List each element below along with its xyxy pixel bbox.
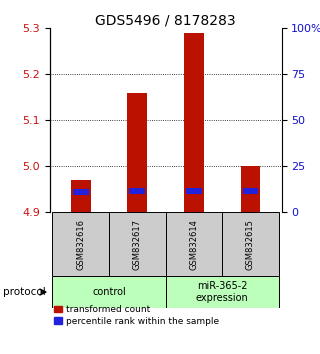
Text: GSM832616: GSM832616 [76, 219, 85, 270]
Bar [73, 189, 89, 195]
Bar [186, 188, 202, 194]
Legend: transformed count, percentile rank within the sample: transformed count, percentile rank withi… [54, 306, 219, 326]
Bar [222, 212, 279, 276]
Bar [109, 212, 166, 276]
Bar [52, 212, 109, 276]
Text: miR-365-2
expression: miR-365-2 expression [196, 281, 249, 303]
Text: GSM832617: GSM832617 [133, 219, 142, 270]
Title: GDS5496 / 8178283: GDS5496 / 8178283 [95, 13, 236, 27]
Bar [71, 180, 91, 212]
Bar [243, 188, 259, 194]
Bar [241, 166, 260, 212]
Bar [127, 93, 147, 212]
Bar [184, 33, 204, 212]
Text: GSM832615: GSM832615 [246, 219, 255, 270]
Bar [166, 276, 279, 308]
Text: GSM832614: GSM832614 [189, 219, 198, 270]
Bar [166, 212, 222, 276]
Bar [129, 188, 145, 194]
Text: control: control [92, 287, 126, 297]
Bar [52, 276, 166, 308]
Text: protocol: protocol [3, 287, 46, 297]
